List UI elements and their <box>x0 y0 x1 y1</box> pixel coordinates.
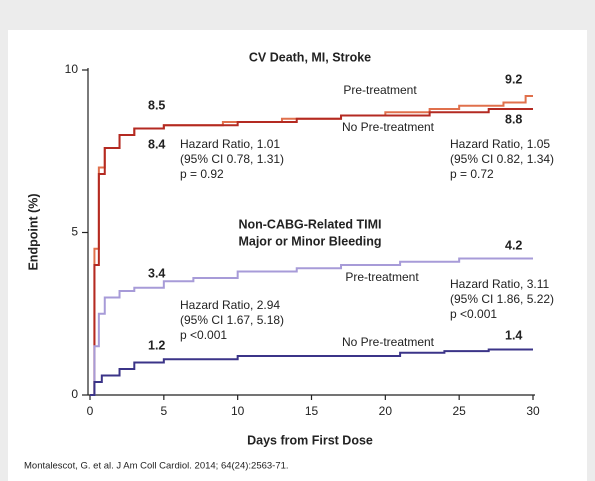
source-note: Montalescot, G. et al. J Am Coll Cardiol… <box>24 461 289 472</box>
x-tick-label: 25 <box>452 404 466 418</box>
x-axis-label: Days from First Dose <box>247 433 373 447</box>
annotation: 4.2 <box>505 238 522 252</box>
series-label: Pre-treatment <box>343 83 417 97</box>
km-curve <box>90 108 533 396</box>
annotation: p = 0.92 <box>180 167 224 181</box>
y-tick-label: 5 <box>71 225 78 239</box>
annotation: (95% CI 1.86, 5.22) <box>450 292 554 306</box>
annotation: 1.2 <box>148 338 165 352</box>
annotation: Major or Minor Bleeding <box>238 234 381 248</box>
annotation: p <0.001 <box>180 328 227 342</box>
y-axis-label: Endpoint (%) <box>26 193 40 270</box>
y-tick-label: 10 <box>65 62 79 76</box>
annotation: p <0.001 <box>450 307 497 321</box>
annotation: Hazard Ratio, 3.11 <box>450 277 549 291</box>
annotation: 8.4 <box>148 137 165 151</box>
annotation: Hazard Ratio, 1.01 <box>180 137 280 151</box>
x-tick-label: 0 <box>87 404 94 418</box>
km-curve <box>90 257 533 396</box>
annotation: p = 0.72 <box>450 167 494 181</box>
annotation: (95% CI 0.78, 1.31) <box>180 152 284 166</box>
chart-title: CV Death, MI, Stroke <box>249 50 371 64</box>
annotation: 8.8 <box>505 112 522 126</box>
annotation: Hazard Ratio, 1.05 <box>450 137 550 151</box>
annotation: 8.5 <box>148 98 165 112</box>
series-label: No Pre-treatment <box>342 120 435 134</box>
annotation: 1.4 <box>505 328 522 342</box>
annotation: 3.4 <box>148 266 165 280</box>
x-tick-label: 20 <box>379 404 393 418</box>
series-label: Pre-treatment <box>345 270 419 284</box>
x-tick-label: 5 <box>160 404 167 418</box>
km-curve <box>90 348 533 396</box>
x-tick-label: 10 <box>231 404 245 418</box>
x-tick-label: 30 <box>526 404 540 418</box>
y-tick-label: 0 <box>71 387 78 401</box>
annotation: Non-CABG-Related TIMI <box>238 217 381 231</box>
x-tick-label: 15 <box>305 404 319 418</box>
annotation: 9.2 <box>505 72 522 86</box>
series-label: No Pre-treatment <box>342 335 435 349</box>
annotation: Hazard Ratio, 2.94 <box>180 298 280 312</box>
annotation: (95% CI 1.67, 5.18) <box>180 313 284 327</box>
annotation: (95% CI 0.82, 1.34) <box>450 152 554 166</box>
